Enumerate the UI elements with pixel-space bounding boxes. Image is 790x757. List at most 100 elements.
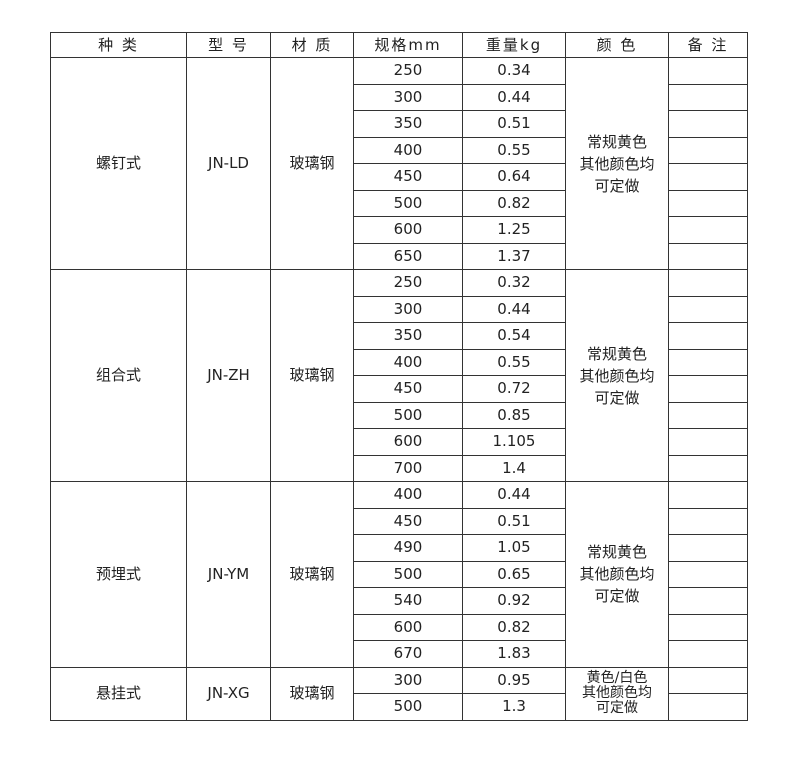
type-cell: 螺钉式 — [50, 57, 187, 270]
weight-cell: 0.51 — [462, 110, 566, 138]
weight-cell: 0.55 — [462, 136, 566, 164]
spec-cell: 600 — [353, 216, 463, 244]
header-remark: 备 注 — [668, 32, 748, 58]
color-note-line: 可定做 — [594, 388, 640, 407]
spec-cell: 400 — [353, 481, 463, 509]
color-note-line: 其他颜色均 — [579, 565, 655, 584]
weight-cell: 0.51 — [462, 507, 566, 535]
weight-cell: 0.44 — [462, 295, 566, 323]
color-note-line: 常规黄色 — [586, 132, 647, 151]
spec-cell: 500 — [353, 401, 463, 429]
remark-cell — [668, 295, 748, 323]
table-row: 600 0.82 — [51, 613, 748, 641]
spec-cell: 400 — [353, 136, 463, 164]
remark-cell — [668, 269, 748, 297]
table-row: 670 1.83 — [51, 640, 748, 668]
header-model: 型 号 — [186, 32, 271, 58]
weight-cell: 0.95 — [462, 666, 566, 694]
header-row: 种 类 型 号 材 质 规格mm 重量kg 颜 色 备 注 — [50, 32, 748, 58]
weight-cell: 1.4 — [462, 454, 566, 482]
header-spec: 规格mm — [353, 32, 463, 58]
remark-cell — [668, 83, 748, 111]
remark-cell — [668, 613, 748, 641]
spec-cell: 300 — [353, 83, 463, 111]
spec-cell: 600 — [353, 613, 463, 641]
spec-cell: 300 — [353, 295, 463, 323]
weight-cell: 0.34 — [462, 57, 566, 85]
table-row: 500 0.65 — [51, 560, 748, 588]
material-cell: 玻璃钢 — [270, 481, 354, 668]
weight-cell: 1.105 — [462, 428, 566, 456]
remark-cell — [668, 587, 748, 615]
spec-cell: 450 — [353, 507, 463, 535]
weight-cell: 0.54 — [462, 322, 566, 350]
color-note-line: 常规黄色 — [586, 543, 647, 562]
remark-cell — [668, 322, 748, 350]
table-row: 350 0.51 — [51, 110, 748, 138]
model-cell: JN-YM — [186, 481, 271, 668]
color-note-line: 其他颜色均 — [579, 366, 655, 385]
material-cell: 玻璃钢 — [270, 666, 354, 721]
color-note-line: 可定做 — [594, 176, 640, 195]
weight-cell: 0.92 — [462, 587, 566, 615]
table-row: 540 0.92 — [51, 587, 748, 615]
table-row: 500 1.3 — [51, 693, 748, 721]
remark-cell — [668, 481, 748, 509]
table-row: 450 0.64 — [51, 163, 748, 191]
spec-cell: 670 — [353, 640, 463, 668]
spec-cell: 490 — [353, 534, 463, 562]
spec-cell: 650 — [353, 242, 463, 270]
spec-cell: 500 — [353, 560, 463, 588]
color-note-line: 可定做 — [596, 700, 638, 716]
table-row: 组合式 JN-ZH 玻璃钢 250 0.32 常规黄色 其他颜色均 可定做 — [50, 269, 748, 482]
spec-cell: 450 — [353, 163, 463, 191]
table-row: 450 0.72 — [51, 375, 748, 403]
table-row: 300 0.44 — [51, 295, 748, 323]
remark-cell — [668, 560, 748, 588]
spec-cell: 500 — [353, 189, 463, 217]
color-note-line: 常规黄色 — [586, 344, 647, 363]
table-row: 预埋式 JN-YM 玻璃钢 400 0.44 常规黄色 其他颜色均 可定做 — [50, 481, 748, 668]
weight-cell: 1.05 — [462, 534, 566, 562]
spec-cell: 600 — [353, 428, 463, 456]
spec-cell: 450 — [353, 375, 463, 403]
remark-cell — [668, 401, 748, 429]
color-note-line: 其他颜色均 — [582, 685, 652, 701]
remark-cell — [668, 57, 748, 85]
weight-cell: 0.44 — [462, 481, 566, 509]
product-spec-table: 种 类 型 号 材 质 规格mm 重量kg 颜 色 备 注 螺钉式 JN-LD 玻璃… — [50, 32, 748, 721]
remark-cell — [668, 110, 748, 138]
material-cell: 玻璃钢 — [270, 57, 354, 270]
remark-cell — [668, 163, 748, 191]
spec-cell: 250 — [353, 269, 463, 297]
header-weight: 重量kg — [462, 32, 566, 58]
weight-cell: 0.82 — [462, 613, 566, 641]
weight-cell: 1.37 — [462, 242, 566, 270]
weight-cell: 0.65 — [462, 560, 566, 588]
remark-cell — [668, 666, 748, 694]
spec-cell: 700 — [353, 454, 463, 482]
remark-cell — [668, 454, 748, 482]
remark-cell — [668, 534, 748, 562]
spec-cell: 400 — [353, 348, 463, 376]
table-row: 400 0.55 — [51, 136, 748, 164]
spec-cell: 500 — [353, 693, 463, 721]
weight-cell: 0.72 — [462, 375, 566, 403]
material-cell: 玻璃钢 — [270, 269, 354, 482]
color-cell: 黄色/白色 其他颜色均 可定做 — [565, 666, 669, 721]
weight-cell: 1.83 — [462, 640, 566, 668]
weight-cell: 0.82 — [462, 189, 566, 217]
remark-cell — [668, 242, 748, 270]
weight-cell: 0.85 — [462, 401, 566, 429]
remark-cell — [668, 189, 748, 217]
table-row: 450 0.51 — [51, 507, 748, 535]
remark-cell — [668, 693, 748, 721]
table-row: 500 0.82 — [51, 189, 748, 217]
weight-cell: 0.32 — [462, 269, 566, 297]
header-material: 材 质 — [270, 32, 354, 58]
remark-cell — [668, 136, 748, 164]
remark-cell — [668, 507, 748, 535]
model-cell: JN-ZH — [186, 269, 271, 482]
spec-cell: 350 — [353, 322, 463, 350]
weight-cell: 0.64 — [462, 163, 566, 191]
